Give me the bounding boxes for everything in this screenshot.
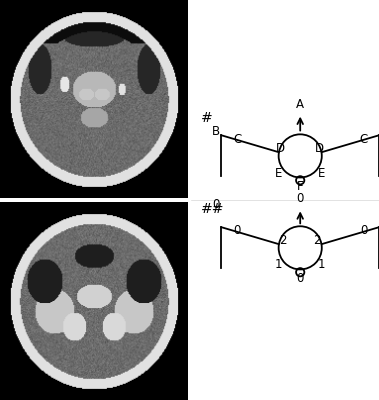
Text: D: D: [276, 142, 285, 155]
Text: E: E: [275, 167, 282, 180]
Text: A: A: [296, 98, 304, 111]
Text: #: #: [201, 111, 213, 125]
Text: 0: 0: [296, 192, 304, 205]
Text: B: B: [212, 125, 220, 138]
Text: 1: 1: [318, 258, 326, 271]
Text: 0: 0: [212, 198, 219, 211]
Text: 2: 2: [280, 234, 287, 247]
Text: E: E: [318, 167, 326, 180]
Text: 0: 0: [360, 224, 368, 238]
Text: 2: 2: [313, 234, 321, 247]
Text: 0: 0: [234, 224, 241, 238]
Text: F: F: [297, 180, 304, 193]
Text: ##: ##: [201, 202, 224, 216]
Text: C: C: [233, 132, 241, 146]
Text: 0: 0: [296, 272, 304, 285]
Text: D: D: [315, 142, 324, 155]
Text: 1: 1: [275, 258, 282, 271]
Text: C: C: [360, 132, 368, 146]
